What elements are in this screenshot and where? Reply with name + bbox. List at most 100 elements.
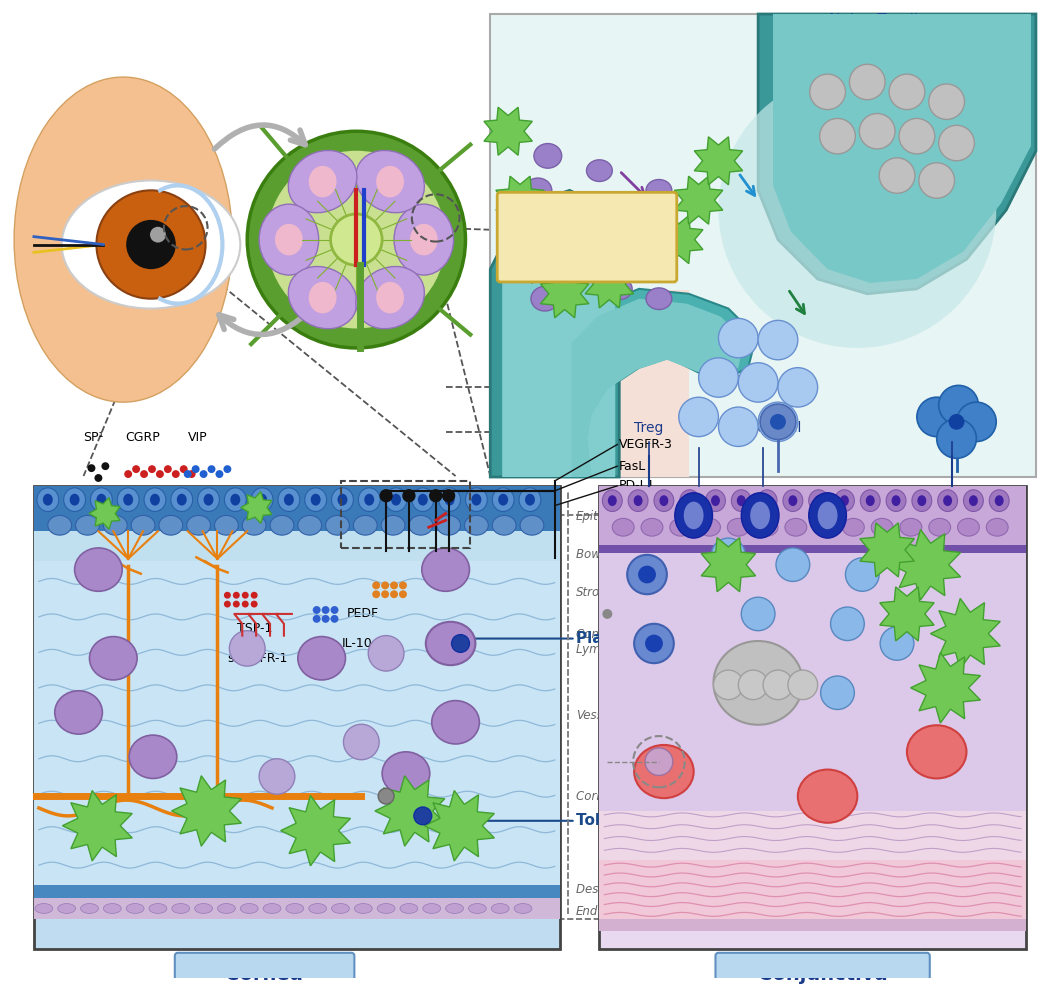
Ellipse shape [76, 515, 100, 535]
Ellipse shape [783, 490, 803, 511]
Ellipse shape [264, 904, 281, 914]
Ellipse shape [43, 494, 53, 505]
Ellipse shape [14, 77, 232, 403]
Circle shape [820, 119, 856, 154]
Ellipse shape [732, 490, 751, 511]
Polygon shape [490, 190, 620, 477]
Ellipse shape [444, 494, 455, 505]
Circle shape [87, 464, 96, 472]
Bar [600, 860, 1026, 920]
Circle shape [251, 600, 257, 607]
Bar [34, 486, 560, 948]
Circle shape [224, 465, 231, 473]
Circle shape [849, 64, 885, 100]
Ellipse shape [872, 518, 894, 536]
Text: Descemet's Membrane: Descemet's Membrane [575, 883, 712, 896]
Ellipse shape [492, 488, 514, 511]
Ellipse shape [886, 490, 906, 511]
Bar [600, 811, 1026, 860]
Ellipse shape [385, 488, 407, 511]
Ellipse shape [259, 204, 318, 275]
Ellipse shape [159, 515, 183, 535]
Circle shape [247, 132, 465, 348]
Circle shape [758, 320, 798, 360]
Ellipse shape [757, 490, 777, 511]
Circle shape [957, 403, 996, 441]
Ellipse shape [426, 622, 476, 666]
Circle shape [184, 470, 192, 478]
Ellipse shape [275, 224, 302, 255]
Text: pTreg: pTreg [936, 488, 978, 502]
Ellipse shape [714, 641, 803, 725]
Ellipse shape [309, 904, 327, 914]
Circle shape [94, 474, 103, 482]
Circle shape [929, 84, 965, 120]
Circle shape [718, 72, 996, 348]
Ellipse shape [750, 501, 770, 529]
Circle shape [810, 74, 845, 110]
Ellipse shape [524, 178, 552, 203]
Polygon shape [560, 289, 753, 477]
Ellipse shape [907, 725, 966, 778]
Circle shape [242, 591, 249, 598]
Ellipse shape [129, 735, 176, 778]
Text: tTreg: tTreg [759, 488, 797, 502]
Ellipse shape [176, 494, 187, 505]
Ellipse shape [675, 493, 713, 538]
Circle shape [267, 150, 446, 328]
Polygon shape [694, 136, 742, 185]
Circle shape [429, 490, 442, 501]
Text: Stroma: Stroma [575, 585, 618, 598]
Polygon shape [930, 598, 1001, 669]
Ellipse shape [603, 490, 623, 511]
Polygon shape [89, 497, 120, 529]
Circle shape [378, 788, 394, 804]
Ellipse shape [422, 548, 469, 591]
Ellipse shape [311, 494, 320, 505]
Text: sVEGFR-1: sVEGFR-1 [228, 652, 288, 665]
Ellipse shape [465, 488, 487, 511]
Ellipse shape [150, 494, 160, 505]
Ellipse shape [994, 495, 1004, 506]
Circle shape [391, 582, 398, 589]
Polygon shape [773, 14, 1031, 283]
Ellipse shape [634, 745, 694, 798]
Ellipse shape [381, 515, 405, 535]
Ellipse shape [445, 904, 463, 914]
Ellipse shape [756, 518, 778, 536]
Ellipse shape [356, 150, 424, 213]
Bar [341, 481, 470, 548]
Bar [34, 553, 560, 561]
Ellipse shape [412, 488, 434, 511]
Circle shape [889, 74, 925, 110]
Ellipse shape [437, 515, 461, 535]
Ellipse shape [646, 288, 672, 310]
Polygon shape [585, 260, 633, 308]
Ellipse shape [394, 204, 454, 275]
Circle shape [937, 419, 976, 458]
Circle shape [738, 363, 778, 403]
Ellipse shape [711, 495, 720, 506]
Ellipse shape [332, 488, 354, 511]
Text: Tolerogenic APC: Tolerogenic APC [575, 813, 713, 829]
Ellipse shape [149, 904, 167, 914]
Ellipse shape [531, 287, 559, 311]
Ellipse shape [400, 904, 418, 914]
Circle shape [331, 606, 338, 614]
Polygon shape [758, 14, 1036, 294]
Ellipse shape [90, 488, 112, 511]
Circle shape [126, 220, 175, 269]
Circle shape [939, 126, 974, 161]
Bar [600, 486, 1026, 545]
Ellipse shape [684, 501, 704, 529]
Circle shape [899, 119, 934, 154]
Bar [600, 545, 1026, 553]
Ellipse shape [633, 495, 643, 506]
Ellipse shape [37, 488, 59, 511]
Ellipse shape [35, 904, 52, 914]
Ellipse shape [187, 515, 210, 535]
Circle shape [948, 414, 965, 430]
Ellipse shape [126, 904, 144, 914]
Polygon shape [518, 235, 566, 283]
Polygon shape [424, 790, 495, 861]
